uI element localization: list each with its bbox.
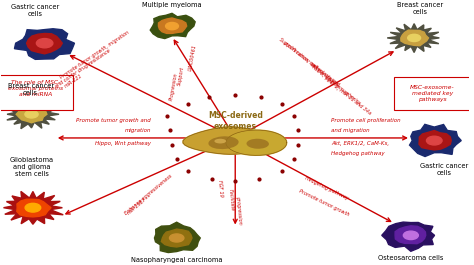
Polygon shape xyxy=(387,24,439,52)
Text: MMP-2, miR-21 and 34a: MMP-2, miR-21 and 34a xyxy=(323,76,372,116)
Text: miR-1587: miR-1587 xyxy=(126,197,147,216)
Text: proliferation, metastasis and: proliferation, metastasis and xyxy=(283,40,341,87)
Text: migration: migration xyxy=(125,128,151,133)
Text: Breast cancer
cells: Breast cancer cells xyxy=(8,83,54,96)
Text: Gastric cancer
cells: Gastric cancer cells xyxy=(11,4,59,17)
Polygon shape xyxy=(395,226,426,244)
Polygon shape xyxy=(183,127,278,154)
Text: Support cancer cell: Support cancer cell xyxy=(278,37,319,70)
Text: Promote cell proliferation: Promote cell proliferation xyxy=(331,118,401,123)
Ellipse shape xyxy=(214,139,226,143)
Text: Breast cancer
cells: Breast cancer cells xyxy=(397,2,443,15)
Text: Promote tumor growth, migration: Promote tumor growth, migration xyxy=(59,30,130,80)
Text: and migration: and migration xyxy=(331,128,370,133)
Polygon shape xyxy=(155,222,200,253)
FancyBboxPatch shape xyxy=(394,77,470,110)
Circle shape xyxy=(25,203,41,212)
Text: Multiple myeloma: Multiple myeloma xyxy=(142,2,202,8)
Text: MSC-derived
exosomes: MSC-derived exosomes xyxy=(208,111,263,131)
Polygon shape xyxy=(410,124,461,157)
Polygon shape xyxy=(150,13,195,39)
Text: Promote tumor growth: Promote tumor growth xyxy=(298,188,350,217)
Polygon shape xyxy=(3,191,63,224)
Circle shape xyxy=(165,23,178,30)
Circle shape xyxy=(25,111,38,118)
Text: progression: progression xyxy=(235,196,243,225)
FancyBboxPatch shape xyxy=(0,75,73,110)
Text: Gastric cancer
cells: Gastric cancer cells xyxy=(419,163,468,176)
Text: miR-221: miR-221 xyxy=(64,73,83,89)
Text: and confer drug resistance: and confer drug resistance xyxy=(55,48,112,89)
Text: Hedgehog pathway: Hedgehog pathway xyxy=(304,175,349,201)
Text: Nasopharyngeal carcinoma: Nasopharyngeal carcinoma xyxy=(131,257,222,263)
Text: Hedgehog pathway: Hedgehog pathway xyxy=(331,151,385,156)
Polygon shape xyxy=(27,33,62,54)
Text: The role of MSC-
exosomal proteins
and miRNA: The role of MSC- exosomal proteins and m… xyxy=(8,81,64,97)
Circle shape xyxy=(427,136,442,145)
Text: Facilitate: Facilitate xyxy=(228,188,235,211)
Polygon shape xyxy=(226,130,287,155)
Polygon shape xyxy=(419,131,451,150)
Polygon shape xyxy=(382,222,435,251)
Text: LINC00461: LINC00461 xyxy=(188,44,198,71)
Ellipse shape xyxy=(209,136,238,149)
Circle shape xyxy=(408,34,420,42)
Circle shape xyxy=(36,38,53,48)
Text: Hippo, Wnt pathway: Hippo, Wnt pathway xyxy=(95,141,151,146)
Text: FGF 19: FGF 19 xyxy=(217,179,223,197)
Text: Osteosarcoma cells: Osteosarcoma cells xyxy=(378,255,444,261)
Polygon shape xyxy=(15,29,74,59)
Polygon shape xyxy=(158,18,187,33)
Circle shape xyxy=(170,234,184,242)
Ellipse shape xyxy=(246,139,269,149)
Polygon shape xyxy=(161,229,192,247)
Text: Akt, ERK1/2, CaM-Ks,: Akt, ERK1/2, CaM-Ks, xyxy=(331,141,389,146)
Text: Support: Support xyxy=(177,66,185,86)
Text: Enhance aggressiveness: Enhance aggressiveness xyxy=(124,173,173,216)
Text: Promote tumor growth and: Promote tumor growth and xyxy=(76,118,151,123)
Text: Glioblastoma
and glioma
stem cells: Glioblastoma and glioma stem cells xyxy=(9,157,54,177)
Text: Progression: Progression xyxy=(169,72,179,101)
Polygon shape xyxy=(17,199,51,217)
Polygon shape xyxy=(401,30,428,46)
Text: reorganization: reorganization xyxy=(309,62,340,88)
Text: TGF-b, C1q, semaphorins,: TGF-b, C1q, semaphorins, xyxy=(310,64,362,107)
Text: MSC-exosome-
mediated key
pathways: MSC-exosome- mediated key pathways xyxy=(410,85,455,102)
Polygon shape xyxy=(16,107,47,123)
Polygon shape xyxy=(7,100,59,129)
Circle shape xyxy=(403,231,419,240)
